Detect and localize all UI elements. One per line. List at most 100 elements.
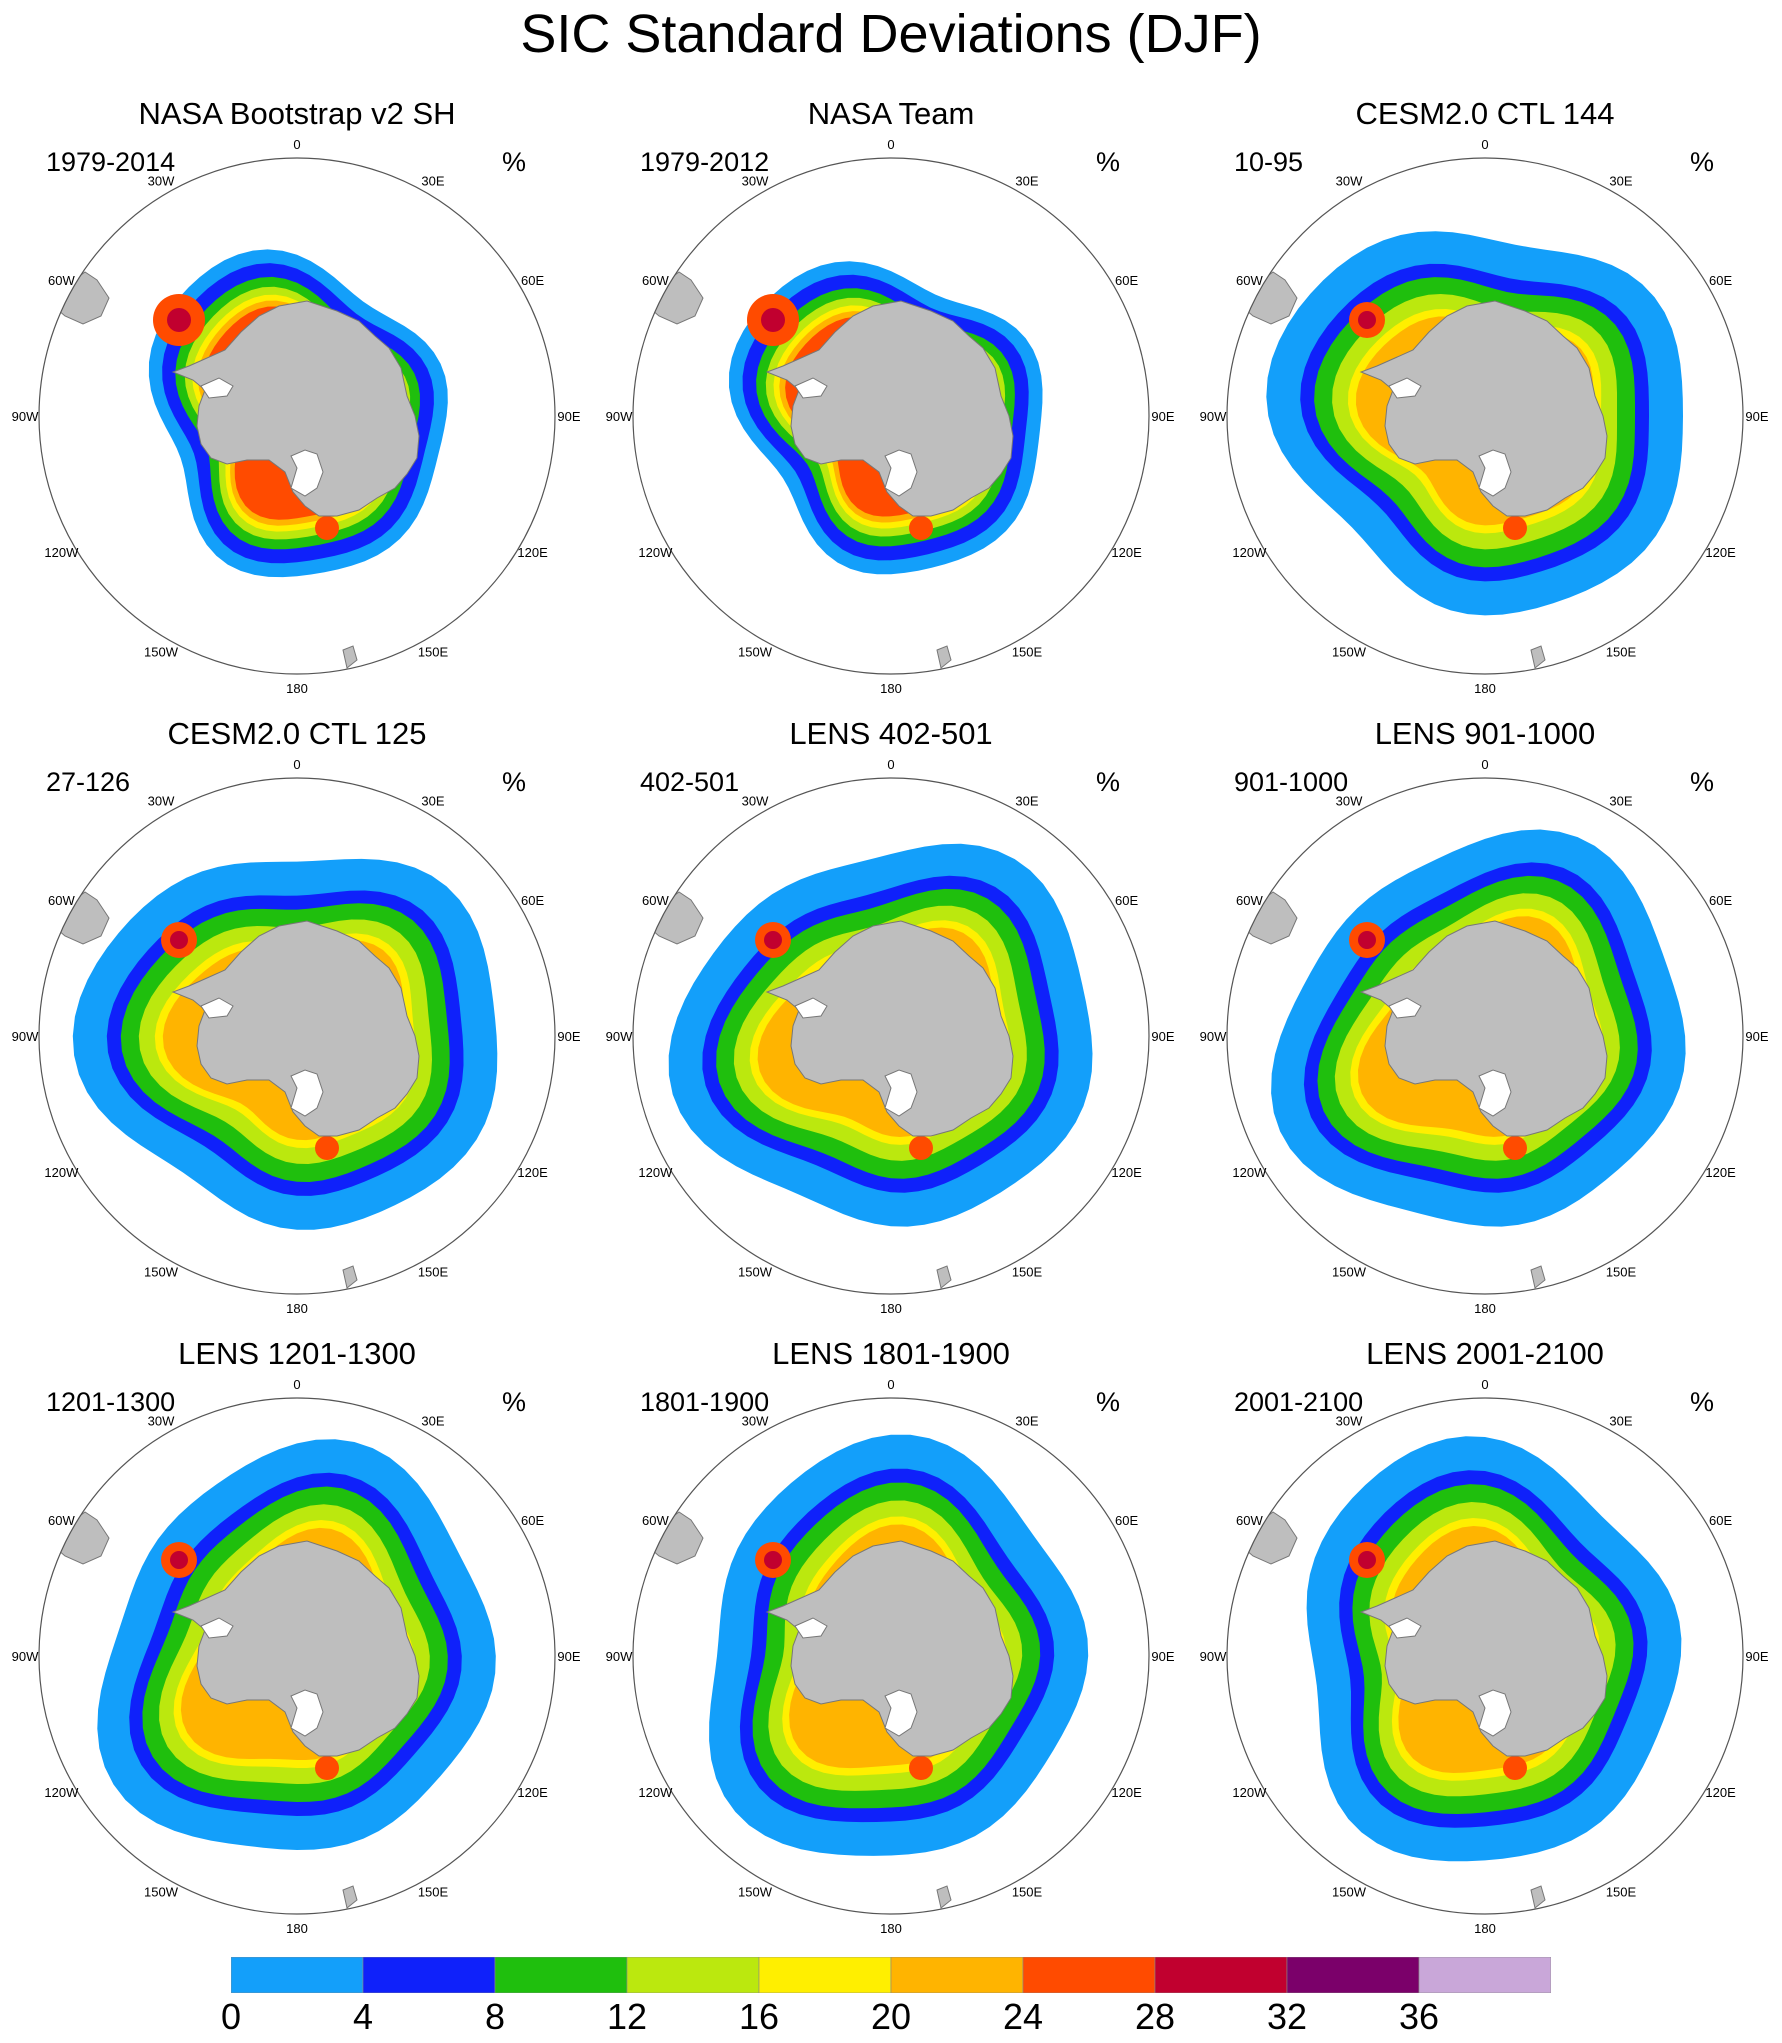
panel-title: LENS 901-1000 (1374, 716, 1596, 751)
longitude-label: 30E (1015, 173, 1038, 188)
panel-units: % (1690, 147, 1715, 177)
polar-stereographic-map: 0 30E 60E 90E 120E 150E 180 150W 120W 90W 60W 30W (1200, 137, 1769, 696)
longitude-label: 90W (12, 409, 39, 424)
new-zealand-islet (936, 1265, 952, 1289)
map-boundary-ring (38, 157, 556, 675)
panel-title: CESM2.0 CTL 144 (1355, 96, 1615, 131)
antarctica-landmass (171, 300, 420, 517)
polar-stereographic-map: 0 30E 60E 90E 120E 150E 180 150W 120W 90W 60W 30W (12, 757, 581, 1316)
longitude-label: 180 (286, 1301, 308, 1316)
longitude-label: 0 (887, 757, 894, 772)
longitude-label: 180 (1474, 1301, 1496, 1316)
longitude-label: 60W (1236, 273, 1263, 288)
sic-hotspot (170, 1551, 188, 1569)
map-panel: LENS 1201-1300 1201-1300% 0 30E 60E 90E 120E 15… (0, 1336, 594, 1956)
sic-hotspot (761, 308, 785, 332)
map-boundary-ring (38, 1397, 556, 1915)
map-panel: LENS 901-1000 901-1000% 0 30E 60E 90E 120E 150E… (1188, 716, 1782, 1336)
panel-title: LENS 1801-1900 (772, 1336, 1010, 1371)
antarctica-landmass (1359, 920, 1608, 1137)
longitude-label: 30W (742, 173, 769, 188)
sic-hotspot (315, 1756, 339, 1780)
map-panel: LENS 2001-2100 2001-2100% 0 30E 60E 90E 120E 15… (1188, 1336, 1782, 1956)
colorbar-tick-label: 32 (1266, 1996, 1308, 2037)
sic-hotspot (764, 931, 782, 949)
longitude-label: 150W (144, 1885, 179, 1900)
sic-hotspot (909, 516, 933, 540)
antarctica-landmass (1359, 1540, 1608, 1757)
panel-units: % (1690, 1387, 1715, 1417)
ross-ice-shelf (1478, 449, 1512, 497)
longitude-label: 150W (738, 1885, 773, 1900)
longitude-label: 60E (1709, 1513, 1732, 1528)
map-boundary-ring (1226, 157, 1744, 675)
panel-period: 901-1000 (1234, 767, 1349, 797)
sic-hotspot (909, 1756, 933, 1780)
longitude-label: 30W (742, 1413, 769, 1428)
sic-hotspot (1358, 1551, 1376, 1569)
longitude-label: 30W (148, 173, 175, 188)
colorbar-swatch (758, 1956, 892, 1994)
longitude-label: 90E (1151, 1029, 1174, 1044)
longitude-label: 90E (557, 1029, 580, 1044)
longitude-label: 150E (1012, 1265, 1043, 1280)
longitude-label: 180 (880, 681, 902, 696)
colorbar-swatch (1286, 1956, 1420, 1994)
panel-units: % (502, 767, 527, 797)
longitude-label: 120E (1111, 1785, 1142, 1800)
longitude-label: 60W (642, 1513, 669, 1528)
new-zealand-islet (936, 645, 952, 669)
ronne-ice-shelf (200, 1617, 234, 1639)
longitude-label: 150W (1332, 1265, 1367, 1280)
longitude-label: 120E (1705, 545, 1736, 560)
polar-stereographic-map: 0 30E 60E 90E 120E 150E 180 150W 120W 90W 60W 30W (606, 757, 1175, 1316)
new-zealand-islet (342, 645, 358, 669)
longitude-label: 90W (12, 1029, 39, 1044)
longitude-label: 0 (293, 1377, 300, 1392)
longitude-label: 30E (1015, 1413, 1038, 1428)
panel-units: % (1096, 767, 1121, 797)
longitude-label: 30E (421, 793, 444, 808)
longitude-label: 120E (517, 1785, 548, 1800)
longitude-label: 0 (293, 137, 300, 152)
ronne-ice-shelf (794, 377, 828, 399)
map-panel: CESM2.0 CTL 125 27-126% 0 30E 60E 90E 120E 150E… (0, 716, 594, 1336)
longitude-label: 0 (1481, 757, 1488, 772)
longitude-label: 60W (642, 273, 669, 288)
ross-ice-shelf (884, 1689, 918, 1737)
map-boundary-ring (1226, 777, 1744, 1295)
panel-units: % (1690, 767, 1715, 797)
longitude-label: 90W (12, 1649, 39, 1664)
antarctica-landmass (765, 1540, 1014, 1757)
longitude-label: 90E (557, 409, 580, 424)
longitude-label: 60E (1115, 893, 1138, 908)
panel-units: % (502, 1387, 527, 1417)
longitude-label: 150W (738, 1265, 773, 1280)
longitude-label: 90E (557, 1649, 580, 1664)
panel-units: % (1096, 147, 1121, 177)
new-zealand-islet (342, 1885, 358, 1909)
longitude-label: 90E (1745, 409, 1768, 424)
longitude-label: 30E (1015, 793, 1038, 808)
new-zealand-islet (936, 1885, 952, 1909)
panel-title: NASA Team (807, 96, 975, 131)
colorbar-tick-label: 4 (352, 1996, 374, 2037)
ross-ice-shelf (884, 449, 918, 497)
polar-stereographic-map: 0 30E 60E 90E 120E 150E 180 150W 120W 90W 60W 30W (606, 137, 1175, 696)
colorbar-tick-label: 8 (484, 1996, 506, 2037)
longitude-label: 30W (1336, 1413, 1363, 1428)
sic-hotspot (909, 1136, 933, 1160)
colorbar-tick-label: 12 (606, 1996, 648, 2037)
longitude-label: 150E (418, 645, 449, 660)
map-boundary-ring (38, 777, 556, 1295)
longitude-label: 60W (1236, 1513, 1263, 1528)
longitude-label: 180 (1474, 681, 1496, 696)
longitude-label: 180 (1474, 1921, 1496, 1936)
antarctica-landmass (171, 1540, 420, 1757)
map-panel: NASA Bootstrap v2 SH 1979-2014% 0 30E 60E 90E… (0, 96, 594, 716)
longitude-label: 120E (517, 545, 548, 560)
longitude-label: 60W (48, 893, 75, 908)
colorbar-swatch (494, 1956, 628, 1994)
new-zealand-islet (342, 1265, 358, 1289)
longitude-label: 120W (1232, 1785, 1267, 1800)
